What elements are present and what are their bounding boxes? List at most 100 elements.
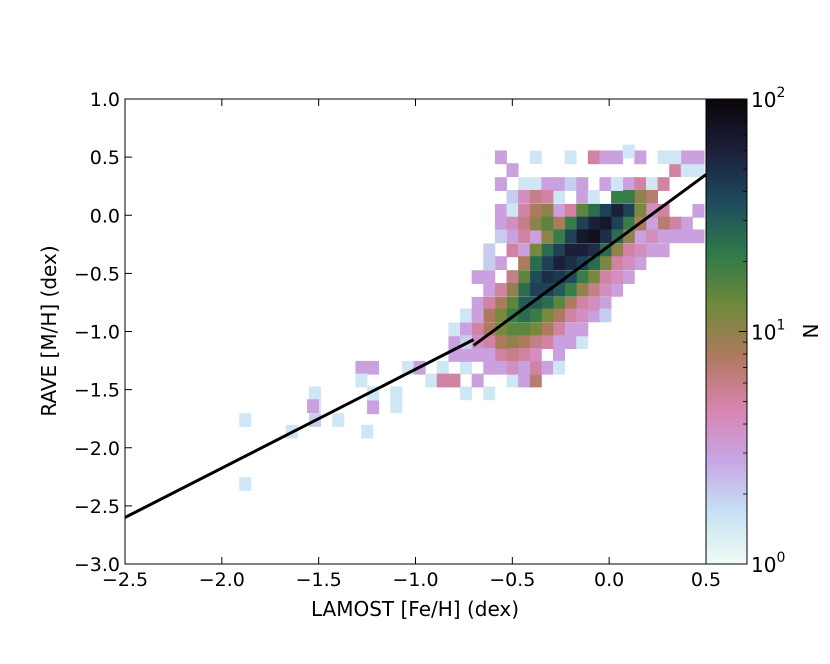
- heatmap-bin: [634, 150, 647, 165]
- heatmap-bin: [483, 270, 496, 284]
- heatmap-bin: [471, 296, 484, 311]
- heatmap-bin: [541, 308, 554, 323]
- heatmap-bin: [576, 216, 589, 231]
- heatmap-bin: [680, 150, 693, 165]
- heatmap-bin: [355, 360, 368, 375]
- x-tick-label: −0.5: [489, 569, 535, 591]
- heatmap-bin: [506, 229, 519, 244]
- heatmap-bin: [506, 322, 519, 337]
- heatmap-bin: [576, 229, 589, 244]
- heatmap-bin: [518, 216, 531, 231]
- heatmap-bin: [692, 163, 705, 177]
- heatmap-bin: [553, 296, 566, 311]
- heatmap-bin: [494, 177, 507, 191]
- heatmap-bin: [448, 373, 461, 388]
- heatmap-bin: [471, 308, 484, 323]
- heatmap-bin: [483, 386, 496, 401]
- heatmap-bin: [390, 399, 403, 413]
- heatmap-bin: [611, 282, 624, 297]
- heatmap-bin: [599, 282, 612, 297]
- heatmap-bin: [518, 322, 531, 337]
- colorbar-tick-label: 100: [751, 550, 785, 577]
- heatmap-bin: [564, 216, 577, 231]
- heatmap-bin: [599, 256, 612, 270]
- heatmap-bin: [529, 203, 542, 218]
- x-tick-label: −1.0: [392, 569, 438, 591]
- fit-line: [125, 338, 475, 519]
- heatmap-bin: [622, 203, 635, 218]
- heatmap-bin: [680, 229, 693, 244]
- heatmap-bin: [634, 256, 647, 270]
- heatmap-bin: [645, 189, 658, 204]
- heatmap-bin: [541, 360, 554, 375]
- heatmap-bin: [518, 243, 531, 258]
- heatmap-bin: [634, 189, 647, 204]
- heatmap-bin: [611, 270, 624, 284]
- heatmap-bin: [564, 335, 577, 350]
- heatmap-bin: [506, 189, 519, 204]
- heatmap-bin: [564, 150, 577, 165]
- heatmap-bin: [657, 243, 670, 258]
- heatmap-bin: [634, 177, 647, 191]
- y-tick-label: −2.0: [74, 438, 120, 460]
- x-tick-label: −1.5: [296, 569, 342, 591]
- heatmap-bin: [564, 243, 577, 258]
- heatmap-bin: [390, 386, 403, 401]
- heatmap-bin: [529, 177, 542, 191]
- heatmap-bin: [518, 203, 531, 218]
- heatmap-bin: [611, 203, 624, 218]
- heatmap-bin: [308, 386, 321, 401]
- heatmap-bin: [494, 150, 507, 165]
- heatmap-bin: [541, 335, 554, 350]
- heatmap-bin: [529, 308, 542, 323]
- heatmap-bin: [460, 348, 473, 362]
- heatmap-bin: [471, 270, 484, 284]
- heatmap-bin: [494, 203, 507, 218]
- heatmap-bin: [361, 424, 374, 439]
- y-axis-label: RAVE [M/H] (dex): [37, 245, 61, 416]
- heatmap-bin: [506, 360, 519, 375]
- heatmap-bin: [599, 308, 612, 323]
- heatmap-bin: [576, 270, 589, 284]
- heatmap-bin: [564, 296, 577, 311]
- heatmap-bin: [576, 282, 589, 297]
- heatmap-bin: [692, 150, 705, 165]
- heatmap-bin: [506, 296, 519, 311]
- heatmap-bin: [518, 256, 531, 270]
- heatmap-bin: [460, 308, 473, 323]
- heatmap-bin: [494, 360, 507, 375]
- heatmap-bin: [448, 335, 461, 350]
- heatmap-bin: [553, 348, 566, 362]
- heatmap-bin: [483, 335, 496, 350]
- heatmap-bin: [611, 229, 624, 244]
- heatmap-bin: [506, 243, 519, 258]
- heatmap-bin: [506, 335, 519, 350]
- heatmap-bin: [553, 189, 566, 204]
- heatmap-bin: [529, 229, 542, 244]
- heatmap-bin: [518, 229, 531, 244]
- heatmap-bin: [471, 322, 484, 337]
- heatmap-bin: [622, 216, 635, 231]
- heatmap-bin: [425, 373, 438, 388]
- heatmap-bin: [611, 216, 624, 231]
- fit-line: [472, 173, 706, 347]
- heatmap-bin: [553, 256, 566, 270]
- heatmap-bin: [669, 216, 682, 231]
- heatmap-bin: [506, 348, 519, 362]
- heatmap-bin: [494, 308, 507, 323]
- heatmap-bin: [494, 296, 507, 311]
- heatmap-bin: [529, 348, 542, 362]
- heatmap-bin: [529, 256, 542, 270]
- heatmap-bin: [553, 308, 566, 323]
- heatmap-bin: [634, 229, 647, 244]
- heatmap-bin: [553, 229, 566, 244]
- heatmap-bin: [576, 308, 589, 323]
- heatmap-bins: [239, 144, 705, 491]
- heatmap-bin: [622, 243, 635, 258]
- y-tick-label: −1.5: [74, 380, 120, 402]
- heatmap-bin: [599, 229, 612, 244]
- heatmap-bin: [239, 477, 252, 491]
- heatmap-bin: [506, 163, 519, 177]
- heatmap-bin: [553, 322, 566, 337]
- heatmap-bin: [367, 360, 380, 375]
